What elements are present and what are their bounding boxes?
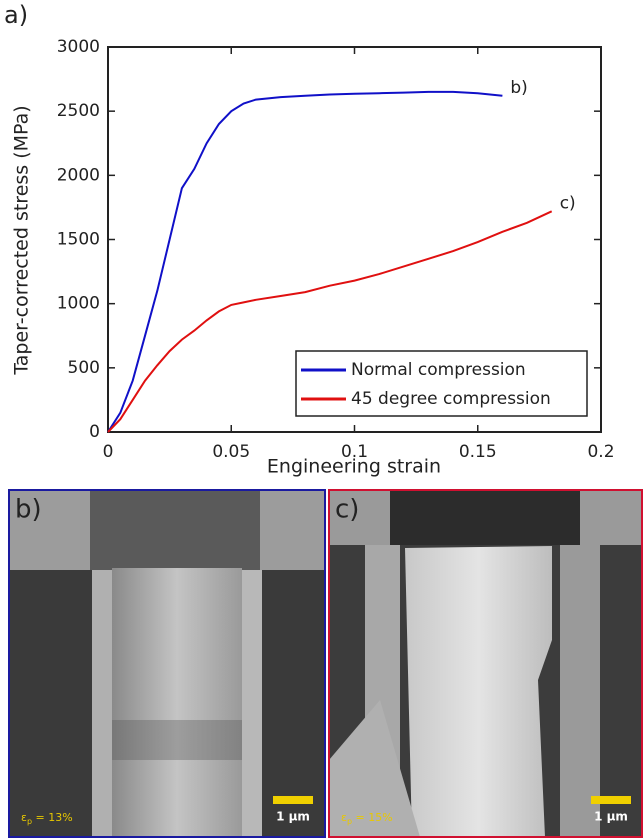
- y-tick-label: 1000: [57, 294, 100, 314]
- y-tick-label: 1500: [57, 230, 100, 250]
- trench-wall: [92, 570, 112, 837]
- trench-wall: [560, 545, 600, 837]
- x-tick-label: 0: [103, 442, 114, 462]
- pillar: [405, 546, 552, 837]
- y-tick-label: 2500: [57, 101, 100, 121]
- scale-bar: [273, 796, 313, 804]
- strain-subscript: p: [347, 817, 352, 826]
- legend-box: [295, 350, 588, 417]
- y-tick-label: 0: [89, 422, 100, 442]
- strain-subscript: p: [27, 817, 32, 826]
- pillar: [112, 568, 242, 837]
- cap-region: [390, 490, 580, 545]
- micrograph-c: [328, 489, 643, 838]
- legend-label: Normal compression: [351, 360, 526, 380]
- y-tick-label: 2000: [57, 165, 100, 185]
- panel-label: a): [4, 1, 28, 29]
- panel-frame: [8, 489, 326, 838]
- y-tick-label: 3000: [57, 37, 100, 57]
- panel-frame: [328, 489, 643, 838]
- debris: [329, 700, 420, 837]
- y-axis-label: Taper-corrected stress (MPa): [11, 105, 33, 375]
- scale-bar-label: 1 µm: [276, 810, 310, 824]
- x-tick-label: 0.05: [212, 442, 250, 462]
- micrograph-b: [8, 489, 326, 838]
- strain-symbol: ε: [341, 811, 347, 824]
- x-tick-label: 0.15: [459, 442, 497, 462]
- strain-symbol: ε: [21, 811, 27, 824]
- trench-wall: [242, 570, 262, 837]
- data-line: [107, 90, 503, 433]
- panel-label: c): [335, 495, 359, 525]
- panel-label: b): [15, 495, 42, 525]
- strain-text: = 15%: [352, 811, 393, 824]
- cap-region: [90, 490, 260, 570]
- scale-bar-label: 1 µm: [594, 810, 628, 824]
- pillar-band: [112, 720, 242, 760]
- end-label: c): [560, 193, 576, 213]
- end-label: b): [510, 78, 527, 98]
- x-axis-label: Engineering strain: [267, 456, 441, 478]
- y-tick-label: 500: [68, 358, 100, 378]
- legend-label: 45 degree compression: [351, 389, 551, 409]
- strain-label: εp = 15%: [341, 811, 393, 826]
- legend: Normal compression 45 degree compression: [295, 350, 588, 417]
- x-tick-label: 0.1: [341, 442, 368, 462]
- x-tick-label: 0.2: [587, 442, 614, 462]
- strain-text: = 13%: [32, 811, 73, 824]
- data-line: [107, 210, 553, 433]
- strain-label: εp = 13%: [21, 811, 73, 826]
- scale-bar: [591, 796, 631, 804]
